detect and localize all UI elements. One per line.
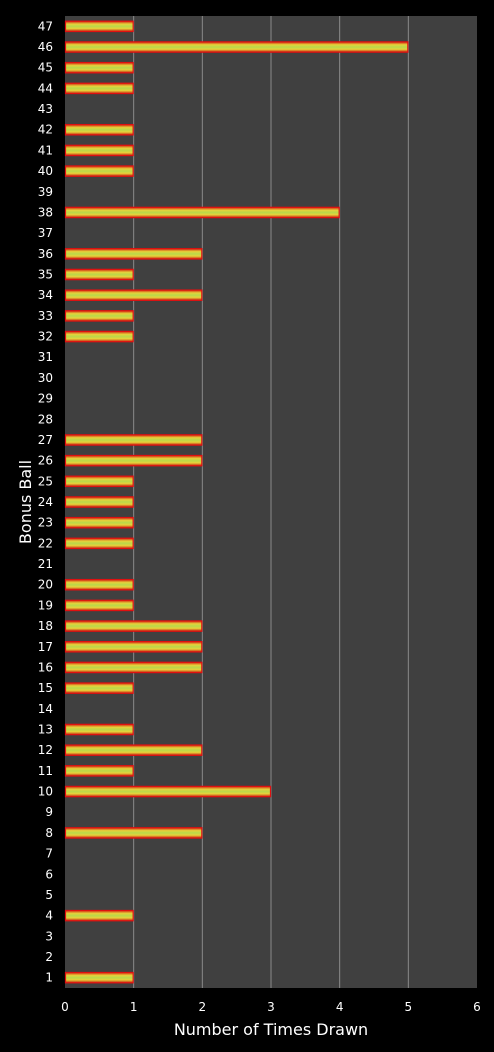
bar-41 (64, 144, 134, 157)
bar-13 (64, 723, 134, 736)
y-tick-label: 3 (45, 929, 53, 943)
bar-45 (64, 61, 134, 74)
y-tick-label: 13 (38, 722, 53, 736)
y-tick-label: 15 (38, 681, 53, 695)
bar-17 (64, 640, 203, 653)
y-tick-label: 33 (38, 309, 53, 323)
y-tick-label: 31 (38, 350, 53, 364)
y-tick-label: 6 (45, 867, 53, 881)
bar-25 (64, 475, 134, 488)
y-tick-label: 41 (38, 143, 53, 157)
bar-33 (64, 310, 134, 322)
x-axis-title: Number of Times Drawn (174, 1020, 368, 1039)
y-tick-label: 12 (38, 743, 53, 757)
y-tick-label: 20 (38, 578, 53, 592)
y-tick-label: 26 (38, 454, 53, 468)
y-tick-label: 14 (38, 702, 53, 716)
bar-27 (64, 434, 203, 446)
y-tick-label: 5 (45, 888, 53, 902)
x-tick-label: 4 (336, 1000, 344, 1014)
y-tick-label: 39 (38, 185, 53, 199)
bar-36 (64, 248, 203, 260)
y-tick-label: 25 (38, 474, 53, 488)
y-tick-label: 9 (45, 805, 53, 819)
y-tick-label: 27 (38, 433, 53, 447)
y-tick-label: 35 (38, 268, 53, 282)
y-tick-label: 18 (38, 619, 53, 633)
y-tick-label: 21 (38, 557, 53, 571)
y-tick-label: 23 (38, 516, 53, 530)
y-tick-label: 36 (38, 247, 53, 261)
x-tick-label: 1 (130, 1000, 138, 1014)
y-tick-label: 30 (38, 371, 53, 385)
y-tick-label: 1 (45, 971, 53, 985)
y-tick-label: 37 (38, 226, 53, 240)
bar-24 (64, 496, 134, 508)
x-tick-labels: 0 1 2 3 4 5 6 (61, 1000, 481, 1014)
bar-8 (64, 827, 203, 839)
bar-4 (64, 909, 134, 922)
y-tick-label: 40 (38, 164, 53, 178)
y-tick-label: 4 (45, 909, 53, 923)
y-tick-label: 2 (45, 950, 53, 964)
bars (64, 20, 409, 984)
y-tick-label: 24 (38, 495, 53, 509)
gridlines (133, 16, 409, 988)
y-tick-label: 34 (38, 288, 53, 302)
y-tick-label: 11 (38, 764, 53, 778)
y-tick-label: 10 (38, 785, 53, 799)
x-tick-label: 5 (405, 1000, 413, 1014)
y-tick-label: 17 (38, 640, 53, 654)
bar-20 (64, 578, 134, 591)
bar-42 (64, 123, 134, 136)
bar-22 (64, 537, 134, 550)
bar-12 (64, 744, 203, 756)
y-tick-label: 28 (38, 412, 53, 426)
bar-47 (64, 20, 134, 33)
bar-38 (64, 206, 340, 219)
bar-19 (64, 599, 134, 612)
x-tick-label: 0 (61, 1000, 69, 1014)
y-tick-label: 42 (38, 123, 53, 137)
bar-23 (64, 516, 134, 529)
bar-35 (64, 268, 134, 281)
bar-16 (64, 661, 203, 674)
y-tick-label: 7 (45, 847, 53, 861)
y-tick-label: 29 (38, 392, 53, 406)
bar-32 (64, 330, 134, 343)
y-tick-label: 16 (38, 660, 53, 674)
y-tick-label: 47 (38, 19, 53, 33)
y-tick-labels: 1234567891011121314151617181920212223242… (38, 19, 53, 984)
bar-44 (64, 82, 134, 95)
bar-1 (64, 971, 134, 984)
x-tick-label: 6 (473, 1000, 481, 1014)
bar-34 (64, 289, 203, 301)
bar-26 (64, 454, 203, 467)
x-tick-label: 3 (267, 1000, 275, 1014)
y-tick-label: 22 (38, 536, 53, 550)
bar-18 (64, 620, 203, 632)
x-tick-label: 2 (199, 1000, 207, 1014)
bar-11 (64, 765, 134, 777)
y-tick-label: 45 (38, 61, 53, 75)
bar-40 (64, 165, 134, 177)
y-tick-label: 8 (45, 826, 53, 840)
y-tick-label: 43 (38, 102, 53, 116)
bar-10 (64, 785, 272, 798)
y-tick-label: 32 (38, 330, 53, 344)
bar-15 (64, 682, 134, 694)
y-tick-label: 44 (38, 81, 53, 95)
bar-46 (64, 41, 409, 53)
y-tick-label: 19 (38, 598, 53, 612)
y-tick-label: 38 (38, 205, 53, 219)
y-tick-label: 46 (38, 40, 53, 54)
y-axis-title: Bonus Ball (16, 460, 35, 544)
